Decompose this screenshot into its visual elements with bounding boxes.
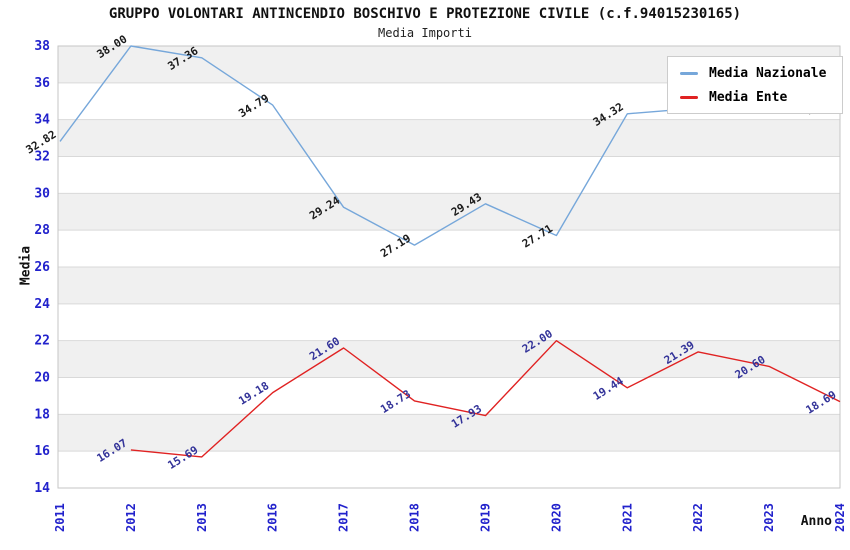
plot-band: [58, 267, 840, 304]
y-axis-tick-label: 38: [34, 39, 50, 54]
y-axis-title: Media: [18, 245, 34, 286]
x-axis-tick-label: 2018: [408, 503, 422, 532]
x-axis-tick-label: 2023: [762, 503, 776, 532]
legend: Media Nazionale Media Ente: [667, 56, 843, 114]
data-point-label: 19.44: [591, 374, 626, 403]
x-axis-tick-label: 2024: [833, 503, 847, 532]
legend-label-media-ente: Media Ente: [709, 90, 788, 105]
x-axis-tick-label: 2016: [266, 503, 280, 532]
y-axis-tick-label: 26: [34, 260, 50, 275]
plot-band: [58, 414, 840, 452]
chart-title: GRUPPO VOLONTARI ANTINCENDIO BOSCHIVO E …: [108, 6, 742, 22]
y-axis-tick-label: 28: [34, 223, 50, 238]
data-point-label: 19.18: [236, 379, 271, 408]
ente-line-swatch: [680, 96, 698, 99]
media-ente-line: [130, 340, 841, 458]
plot-border: [57, 45, 841, 489]
y-axis-tick-label: 22: [34, 334, 50, 349]
x-axis-tick-label: 2011: [53, 503, 67, 532]
y-axis-tick-label: 24: [34, 297, 50, 312]
x-axis-tick-label: 2012: [124, 503, 138, 532]
x-axis-tick-label: 2020: [549, 503, 563, 532]
y-axis-tick-label: 32: [34, 150, 50, 165]
legend-item-media-ente: Media Ente: [680, 90, 832, 105]
y-axis-tick-label: 36: [34, 76, 50, 91]
y-axis-tick-label: 14: [34, 481, 50, 496]
chart-subtitle: Media Importi: [378, 26, 472, 40]
plot-band: [58, 340, 840, 378]
legend-label-media-nazionale: Media Nazionale: [709, 66, 827, 81]
plot-band: [58, 193, 840, 231]
plot-band: [58, 119, 840, 157]
y-axis-tick-label: 34: [34, 113, 50, 128]
x-axis-tick-label: 2021: [620, 503, 634, 532]
x-axis-tick-label: 2019: [478, 503, 492, 532]
legend-item-media-nazionale: Media Nazionale: [680, 66, 832, 81]
y-axis-tick-label: 16: [34, 444, 50, 459]
data-point-label: 27.19: [378, 232, 413, 261]
x-axis-title: Anno: [800, 514, 832, 529]
x-axis-tick-label: 2017: [337, 503, 351, 532]
x-axis-tick-label: 2022: [691, 503, 705, 532]
data-point-label: 34.79: [236, 92, 271, 121]
y-axis-tick-label: 30: [34, 186, 50, 201]
data-point-label: 18.73: [378, 387, 413, 416]
nazionale-line-swatch: [680, 72, 698, 75]
x-axis-tick-label: 2013: [195, 503, 209, 532]
y-axis-tick-label: 20: [34, 371, 50, 386]
y-axis-tick-label: 18: [34, 407, 50, 422]
